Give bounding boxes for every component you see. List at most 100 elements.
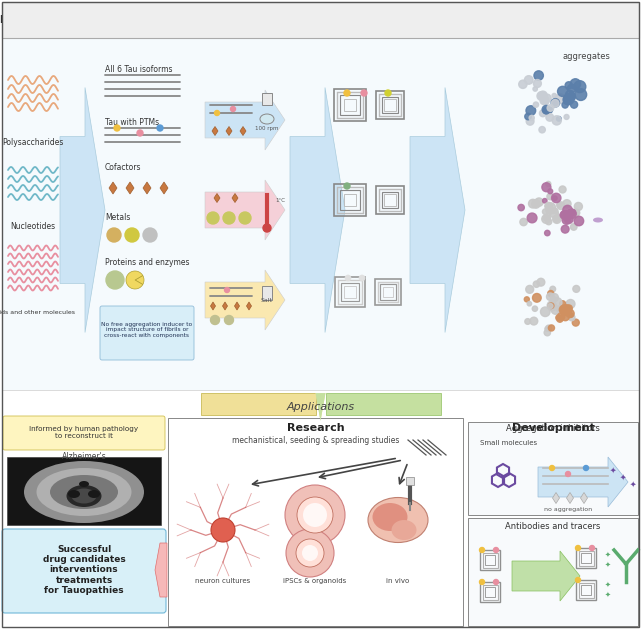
Circle shape xyxy=(525,319,531,325)
Bar xyxy=(576,548,596,568)
Circle shape xyxy=(224,287,229,292)
Circle shape xyxy=(125,228,139,242)
Text: in vitro: in vitro xyxy=(247,12,296,26)
Circle shape xyxy=(574,216,584,226)
Bar xyxy=(576,580,596,600)
Circle shape xyxy=(560,305,569,314)
Circle shape xyxy=(540,307,550,316)
Polygon shape xyxy=(512,551,580,601)
Circle shape xyxy=(286,529,334,577)
Text: neuron cultures: neuron cultures xyxy=(196,578,251,584)
Circle shape xyxy=(551,294,558,301)
Circle shape xyxy=(533,79,542,87)
Circle shape xyxy=(562,305,570,313)
Circle shape xyxy=(557,202,565,209)
Circle shape xyxy=(566,309,574,318)
Circle shape xyxy=(303,503,327,527)
Circle shape xyxy=(574,81,586,92)
Circle shape xyxy=(526,118,534,125)
Circle shape xyxy=(566,94,572,101)
Text: Small molecules: Small molecules xyxy=(480,440,537,446)
Circle shape xyxy=(545,230,550,236)
Circle shape xyxy=(526,286,534,293)
Bar xyxy=(168,418,463,626)
Ellipse shape xyxy=(368,498,428,542)
Circle shape xyxy=(573,286,579,292)
Ellipse shape xyxy=(392,520,417,540)
FancyBboxPatch shape xyxy=(3,416,165,450)
Bar xyxy=(334,184,366,216)
Bar xyxy=(376,91,404,119)
Circle shape xyxy=(570,79,581,89)
Circle shape xyxy=(551,304,555,308)
Circle shape xyxy=(548,303,554,309)
Circle shape xyxy=(562,225,569,233)
Circle shape xyxy=(239,212,251,224)
Circle shape xyxy=(576,545,581,550)
Circle shape xyxy=(550,286,556,292)
Circle shape xyxy=(527,301,531,306)
Circle shape xyxy=(114,125,120,131)
Text: ✦: ✦ xyxy=(605,552,611,558)
Circle shape xyxy=(210,316,219,325)
Circle shape xyxy=(520,218,528,226)
Bar xyxy=(480,582,500,602)
Circle shape xyxy=(551,99,560,107)
Wedge shape xyxy=(126,271,143,289)
Polygon shape xyxy=(126,182,134,194)
Circle shape xyxy=(567,209,576,218)
Circle shape xyxy=(529,199,537,208)
Polygon shape xyxy=(567,493,574,503)
Wedge shape xyxy=(135,276,144,284)
Ellipse shape xyxy=(68,490,80,498)
Circle shape xyxy=(562,216,570,225)
Circle shape xyxy=(224,316,233,325)
Circle shape xyxy=(565,82,572,89)
Circle shape xyxy=(527,213,537,223)
Circle shape xyxy=(567,84,576,92)
Circle shape xyxy=(107,228,121,242)
Circle shape xyxy=(361,90,367,96)
Circle shape xyxy=(547,293,554,301)
Text: Applications: Applications xyxy=(287,402,354,412)
Circle shape xyxy=(575,89,587,101)
Polygon shape xyxy=(160,182,168,194)
Bar xyxy=(2,390,639,627)
Circle shape xyxy=(574,203,583,211)
Circle shape xyxy=(546,208,553,214)
Circle shape xyxy=(569,313,573,317)
Bar xyxy=(406,477,414,485)
Polygon shape xyxy=(212,126,218,135)
Circle shape xyxy=(548,189,553,194)
Polygon shape xyxy=(222,302,228,310)
Text: Aggregation inhibitors: Aggregation inhibitors xyxy=(506,424,600,433)
Circle shape xyxy=(137,130,143,136)
Circle shape xyxy=(494,579,499,584)
Bar xyxy=(338,280,362,304)
Circle shape xyxy=(544,330,551,336)
Circle shape xyxy=(494,547,499,552)
Circle shape xyxy=(565,472,570,477)
Circle shape xyxy=(547,193,553,200)
Circle shape xyxy=(560,305,569,314)
Text: Salt: Salt xyxy=(261,298,273,303)
Bar xyxy=(341,283,359,301)
Circle shape xyxy=(542,182,551,192)
Polygon shape xyxy=(214,194,220,203)
Ellipse shape xyxy=(24,461,144,523)
Circle shape xyxy=(542,199,547,203)
Circle shape xyxy=(553,208,558,214)
Circle shape xyxy=(525,113,531,120)
Circle shape xyxy=(345,275,351,281)
Circle shape xyxy=(548,302,556,311)
Bar xyxy=(378,282,399,303)
Circle shape xyxy=(570,211,578,218)
Text: ✦: ✦ xyxy=(605,562,611,568)
Polygon shape xyxy=(205,180,285,240)
Circle shape xyxy=(542,214,551,223)
Bar xyxy=(7,457,161,525)
Polygon shape xyxy=(553,493,560,503)
Circle shape xyxy=(557,316,563,322)
Circle shape xyxy=(560,309,567,316)
Circle shape xyxy=(542,106,551,114)
